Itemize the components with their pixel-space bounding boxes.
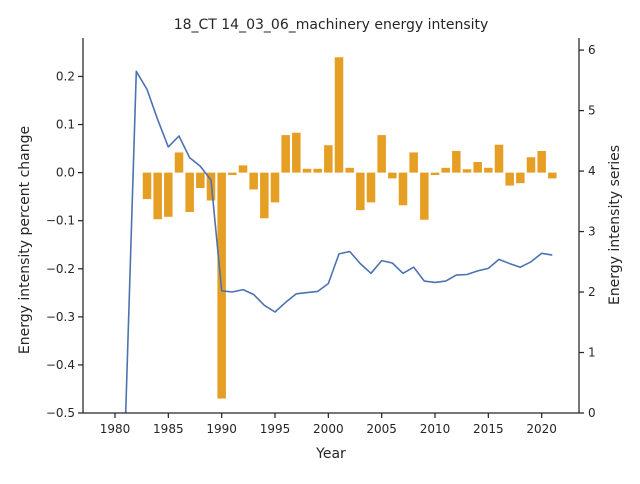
bar-1992 bbox=[238, 165, 248, 173]
bar-2008 bbox=[409, 152, 418, 173]
y-right-tick-label-0: 0 bbox=[588, 406, 596, 420]
bar-1985 bbox=[164, 172, 173, 217]
chart-title: 18_CT 14_03_06_machinery energy intensit… bbox=[174, 17, 489, 33]
bar-2019 bbox=[526, 157, 536, 173]
axes: 1980 1985 1990 1995 2000 2005 2010 2015 2020−0.5… bbox=[46, 38, 596, 436]
x-tick-label-1995: 1995 bbox=[260, 422, 291, 436]
bar-2021 bbox=[548, 172, 557, 179]
x-tick-label-2005: 2005 bbox=[366, 422, 397, 436]
y-right-tick-label-3: 3 bbox=[588, 225, 596, 239]
bar-1996 bbox=[281, 135, 290, 173]
x-tick-label-2000: 2000 bbox=[313, 422, 344, 436]
y-left-tick-label-4: −0.1 bbox=[46, 214, 75, 228]
bar-2006 bbox=[388, 172, 397, 179]
bar-2020 bbox=[537, 150, 546, 173]
x-tick-label-1990: 1990 bbox=[206, 422, 237, 436]
bar-2000 bbox=[324, 145, 333, 173]
bar-2016 bbox=[494, 144, 504, 173]
bar-1988 bbox=[196, 172, 205, 188]
x-tick-label-2015: 2015 bbox=[473, 422, 504, 436]
bar-2017 bbox=[505, 172, 514, 186]
bar-2012 bbox=[452, 150, 461, 173]
bar-1997 bbox=[292, 132, 301, 173]
bar-2004 bbox=[366, 172, 376, 203]
line-series bbox=[124, 70, 553, 414]
y-left-tick-label-7: 0.2 bbox=[56, 69, 75, 83]
bar-2009 bbox=[420, 172, 429, 220]
bar-2007 bbox=[398, 172, 408, 206]
bar-1994 bbox=[260, 172, 269, 219]
x-tick-label-1985: 1985 bbox=[153, 422, 184, 436]
y-right-tick-label-4: 4 bbox=[588, 164, 596, 178]
bar-2001 bbox=[334, 57, 344, 173]
bar-1991 bbox=[228, 172, 237, 176]
y-left-tick-label-3: −0.2 bbox=[46, 262, 75, 276]
y-right-tick-label-5: 5 bbox=[588, 104, 596, 118]
bar-2011 bbox=[441, 167, 450, 173]
y-left-tick-label-2: −0.3 bbox=[46, 310, 75, 324]
x-tick-label-2020: 2020 bbox=[526, 422, 557, 436]
line-intensity-series bbox=[124, 70, 553, 414]
y-right-tick-label-1: 1 bbox=[588, 346, 596, 360]
y-left-tick-label-0: −0.5 bbox=[46, 406, 75, 420]
bar-1995 bbox=[270, 172, 280, 203]
bar-1986 bbox=[174, 152, 184, 173]
y-axis-right-label: Energy intensity series bbox=[607, 145, 623, 305]
bar-series bbox=[142, 57, 557, 399]
bar-2013 bbox=[462, 169, 472, 173]
y-axis-left-label: Energy intensity percent change bbox=[17, 126, 33, 354]
bar-2002 bbox=[345, 167, 354, 173]
x-tick-label-1980: 1980 bbox=[100, 422, 131, 436]
bar-2003 bbox=[356, 172, 365, 211]
bar-2014 bbox=[473, 162, 482, 173]
y-left-tick-label-1: −0.4 bbox=[46, 358, 75, 372]
y-left-tick-label-6: 0.1 bbox=[56, 118, 75, 132]
bar-2005 bbox=[377, 135, 386, 173]
x-tick-label-2010: 2010 bbox=[420, 422, 451, 436]
bar-1983 bbox=[142, 172, 152, 200]
bar-1993 bbox=[249, 172, 258, 190]
y-left-tick-label-5: 0.0 bbox=[56, 166, 75, 180]
x-axis-label: Year bbox=[315, 446, 346, 462]
bar-2015 bbox=[484, 167, 493, 173]
bar-2010 bbox=[430, 172, 440, 176]
bar-1987 bbox=[185, 172, 194, 213]
bar-1998 bbox=[302, 168, 312, 173]
bar-2018 bbox=[516, 172, 525, 184]
bar-1984 bbox=[153, 172, 162, 220]
y-right-tick-label-2: 2 bbox=[588, 285, 596, 299]
bar-1999 bbox=[313, 168, 322, 173]
y-right-tick-label-6: 6 bbox=[588, 43, 596, 57]
